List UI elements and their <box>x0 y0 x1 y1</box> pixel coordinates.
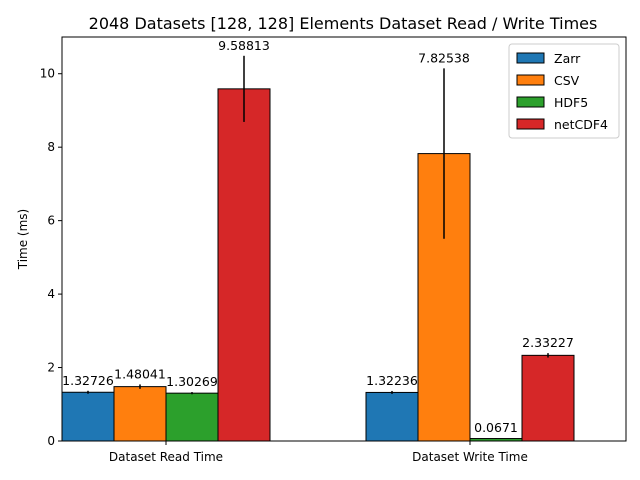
data-label: 2.33227 <box>522 335 574 350</box>
legend-label: Zarr <box>554 51 581 66</box>
legend-label: netCDF4 <box>554 117 608 132</box>
y-axis-label: Time (ms) <box>16 209 30 271</box>
bar-csv-0 <box>113 386 167 442</box>
y-tick-label: 8 <box>47 140 55 154</box>
bar-netcdf4-0 <box>217 88 271 442</box>
legend-swatch <box>516 74 545 86</box>
bar-netcdf4-1 <box>521 354 575 442</box>
x-tick-label: Dataset Read Time <box>109 450 223 464</box>
data-label: 9.58813 <box>218 38 270 53</box>
bar-zarr-1 <box>365 391 419 442</box>
x-tick-label: Dataset Write Time <box>412 450 528 464</box>
chart-title: 2048 Datasets [128, 128] Elements Datase… <box>89 14 598 33</box>
y-tick-label: 0 <box>47 434 55 448</box>
legend-swatch <box>516 52 545 64</box>
data-label: 1.48041 <box>114 366 166 381</box>
data-label: 1.32726 <box>62 373 114 388</box>
y-tick-label: 2 <box>47 361 55 375</box>
legend-label: CSV <box>554 73 580 88</box>
y-tick-label: 10 <box>40 67 55 81</box>
axes-frame <box>61 36 627 442</box>
y-tick-label: 4 <box>47 287 55 301</box>
legend-label: HDF5 <box>554 95 588 110</box>
legend: Zarr CSV HDF5 netCDF4 <box>508 43 620 139</box>
bar-zarr-0 <box>61 391 115 442</box>
data-label: 1.32236 <box>366 373 418 388</box>
legend-swatch <box>516 118 545 130</box>
legend-swatch <box>516 96 545 108</box>
bar-hdf5-0 <box>165 392 219 442</box>
legend-box <box>508 43 620 139</box>
data-label: 7.82538 <box>418 50 470 65</box>
y-tick-label: 6 <box>47 214 55 228</box>
data-label: 0.0671 <box>474 420 518 435</box>
data-label: 1.30269 <box>166 374 218 389</box>
